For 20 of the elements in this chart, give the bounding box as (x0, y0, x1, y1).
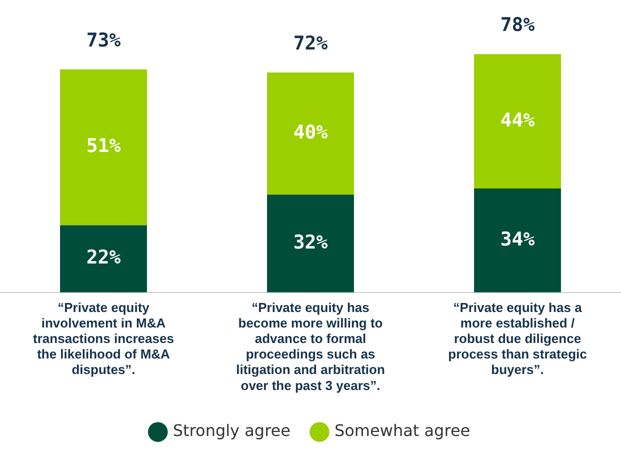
data-label: 51% (86, 135, 122, 158)
total-label: 73% (86, 29, 122, 52)
x-tick-label: “Private equity has a more established / robust due diligence process than strategic buyers”. (448, 300, 587, 378)
legend-label: Strongly agree (172, 421, 290, 440)
data-label: 44% (500, 109, 536, 132)
bar (474, 54, 561, 189)
legend-label: Somewhat agree (334, 421, 470, 440)
total-label: 78% (500, 14, 536, 36)
bar (60, 225, 147, 292)
x-tick-label: “Private equity involvement in M&A transactions increases the likelihood of M&A disputes”. (33, 300, 174, 378)
bar (267, 194, 354, 292)
data-label: 22% (86, 246, 122, 269)
bar (267, 72, 354, 195)
data-label: 40% (293, 121, 328, 144)
total-label: 72% (293, 32, 328, 54)
x-tick-label: “Private equity has become more willing to advance to formal proceedings such as litigation and arbitration over the past 3 years”. (236, 300, 385, 393)
data-label: 32% (293, 231, 328, 254)
bar (474, 188, 561, 292)
bar (60, 69, 147, 226)
data-label: 34% (500, 228, 536, 250)
